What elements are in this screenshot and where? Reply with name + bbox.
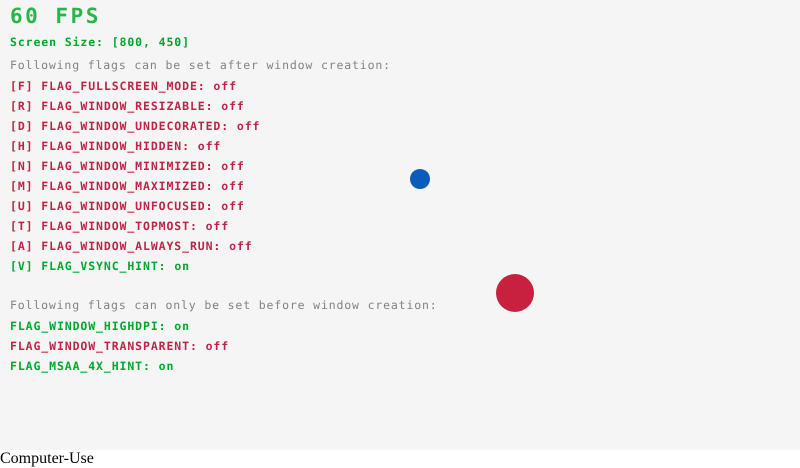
- flag-key: [A]: [10, 239, 42, 253]
- flag-value: on: [158, 359, 175, 373]
- flag-name: FLAG_WINDOW_UNFOCUSED:: [41, 199, 222, 213]
- flag-row[interactable]: [M] FLAG_WINDOW_MAXIMIZED: off: [10, 179, 245, 193]
- flag-value: off: [221, 99, 245, 113]
- flag-value: off: [205, 219, 230, 233]
- flag-row[interactable]: [N] FLAG_WINDOW_MINIMIZED: off: [10, 159, 245, 173]
- flag-name: FLAG_WINDOW_RESIZABLE:: [41, 99, 222, 113]
- flag-key: [D]: [10, 119, 42, 133]
- flag-name: FLAG_WINDOW_HIDDEN:: [41, 139, 198, 153]
- heading-flags-after-creation: Following flags can be set after window …: [10, 58, 391, 72]
- flag-name: FLAG_FULLSCREEN_MODE:: [41, 79, 214, 93]
- flag-value: on: [174, 319, 190, 333]
- fps-counter: 60 FPS: [10, 4, 101, 28]
- flag-row[interactable]: [R] FLAG_WINDOW_RESIZABLE: off: [10, 99, 245, 113]
- flag-value: off: [229, 239, 253, 253]
- flag-row[interactable]: [F] FLAG_FULLSCREEN_MODE: off: [10, 79, 237, 93]
- flag-name: FLAG_WINDOW_UNDECORATED:: [41, 119, 237, 133]
- flag-value: off: [221, 179, 245, 193]
- flag-key: [F]: [10, 79, 42, 93]
- flag-value: off: [236, 119, 261, 133]
- flag-value: on: [174, 259, 190, 273]
- flag-row[interactable]: FLAG_WINDOW_HIGHDPI: on: [10, 319, 190, 333]
- flag-value: off: [221, 159, 245, 173]
- flag-row[interactable]: [V] FLAG_VSYNC_HINT: on: [10, 259, 190, 273]
- flag-name: FLAG_WINDOW_TOPMOST:: [41, 219, 206, 233]
- flag-name: FLAG_WINDOW_MAXIMIZED:: [41, 179, 222, 193]
- flag-name: FLAG_WINDOW_HIGHDPI:: [10, 319, 175, 333]
- flag-name: FLAG_VSYNC_HINT:: [41, 259, 175, 273]
- flag-row[interactable]: [A] FLAG_WINDOW_ALWAYS_RUN: off: [10, 239, 253, 253]
- flag-row[interactable]: FLAG_WINDOW_TRANSPARENT: off: [10, 339, 230, 353]
- flag-row[interactable]: FLAG_MSAA_4X_HINT: on: [10, 359, 175, 373]
- flag-row[interactable]: [D] FLAG_WINDOW_UNDECORATED: off: [10, 119, 261, 133]
- flag-name: FLAG_WINDOW_TRANSPARENT:: [10, 339, 206, 353]
- flag-key: [H]: [10, 139, 42, 153]
- blue-ball-shape: [410, 169, 430, 189]
- flag-key: [N]: [10, 159, 42, 173]
- heading-flags-before-creation: Following flags can only be set before w…: [10, 298, 438, 312]
- flag-value: off: [213, 79, 237, 93]
- flag-row[interactable]: [T] FLAG_WINDOW_TOPMOST: off: [10, 219, 230, 233]
- flag-key: [M]: [10, 179, 42, 193]
- flag-value: off: [205, 339, 230, 353]
- flag-row[interactable]: [U] FLAG_WINDOW_UNFOCUSED: off: [10, 199, 245, 213]
- flag-key: [R]: [10, 99, 42, 113]
- flag-row[interactable]: [H] FLAG_WINDOW_HIDDEN: off: [10, 139, 222, 153]
- flag-name: FLAG_MSAA_4X_HINT:: [10, 359, 159, 373]
- flag-value: off: [221, 199, 245, 213]
- flag-name: FLAG_WINDOW_ALWAYS_RUN:: [41, 239, 230, 253]
- flag-key: [V]: [10, 259, 42, 273]
- flag-key: [U]: [10, 199, 42, 213]
- raylib-window-canvas[interactable]: 60 FPS Screen Size: [800, 450] Following…: [0, 0, 800, 450]
- flag-value: off: [197, 139, 222, 153]
- screen-size-label: Screen Size: [800, 450]: [10, 35, 190, 49]
- flag-key: [T]: [10, 219, 42, 233]
- red-ball-shape: [496, 274, 534, 312]
- flag-name: FLAG_WINDOW_MINIMIZED:: [41, 159, 222, 173]
